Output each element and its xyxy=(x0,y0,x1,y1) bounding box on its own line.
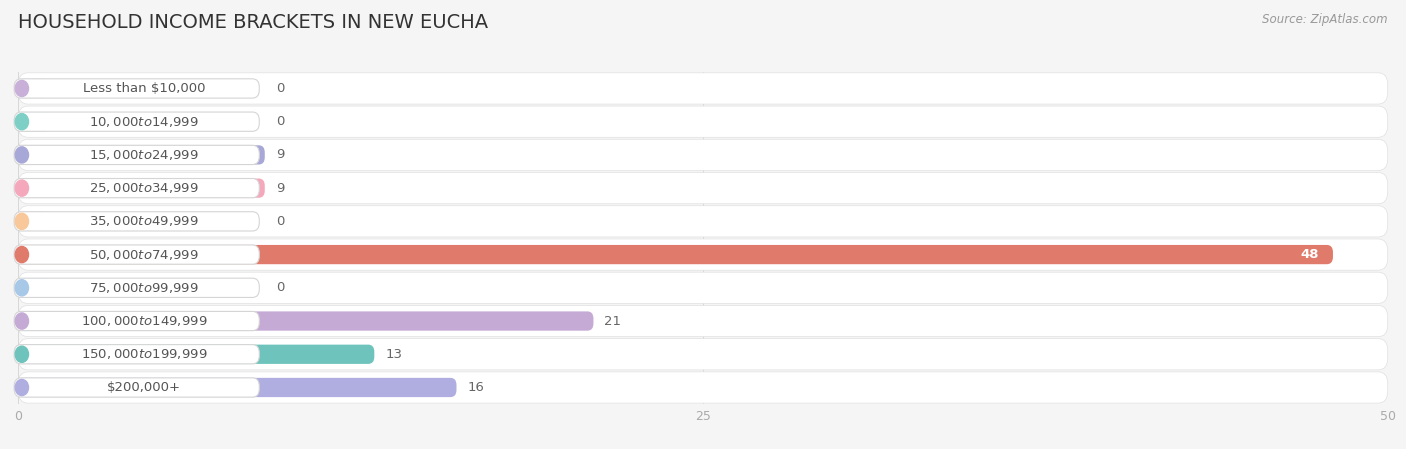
Text: Source: ZipAtlas.com: Source: ZipAtlas.com xyxy=(1263,13,1388,26)
Text: 21: 21 xyxy=(605,315,621,327)
FancyBboxPatch shape xyxy=(18,345,374,364)
FancyBboxPatch shape xyxy=(14,312,259,330)
FancyBboxPatch shape xyxy=(14,378,259,397)
Text: $75,000 to $99,999: $75,000 to $99,999 xyxy=(90,281,200,295)
Circle shape xyxy=(15,280,28,296)
FancyBboxPatch shape xyxy=(18,272,1388,304)
FancyBboxPatch shape xyxy=(18,139,1388,171)
FancyBboxPatch shape xyxy=(14,145,259,164)
Text: 0: 0 xyxy=(276,282,284,294)
Text: 0: 0 xyxy=(276,115,284,128)
Text: $100,000 to $149,999: $100,000 to $149,999 xyxy=(82,314,208,328)
FancyBboxPatch shape xyxy=(18,278,51,297)
Text: 9: 9 xyxy=(276,149,284,161)
Circle shape xyxy=(15,379,28,396)
Text: $35,000 to $49,999: $35,000 to $49,999 xyxy=(90,214,200,229)
Text: $25,000 to $34,999: $25,000 to $34,999 xyxy=(90,181,200,195)
Circle shape xyxy=(15,346,28,362)
FancyBboxPatch shape xyxy=(14,245,259,264)
FancyBboxPatch shape xyxy=(14,345,259,364)
FancyBboxPatch shape xyxy=(18,172,1388,204)
FancyBboxPatch shape xyxy=(18,79,51,98)
Text: $200,000+: $200,000+ xyxy=(107,381,181,394)
FancyBboxPatch shape xyxy=(18,245,1333,264)
Circle shape xyxy=(15,147,28,163)
Text: Less than $10,000: Less than $10,000 xyxy=(83,82,205,95)
FancyBboxPatch shape xyxy=(18,372,1388,403)
Text: $150,000 to $199,999: $150,000 to $199,999 xyxy=(82,347,208,361)
Circle shape xyxy=(15,114,28,130)
Circle shape xyxy=(15,247,28,263)
FancyBboxPatch shape xyxy=(18,206,1388,237)
FancyBboxPatch shape xyxy=(18,73,1388,104)
Circle shape xyxy=(15,213,28,229)
FancyBboxPatch shape xyxy=(18,179,264,198)
Text: $50,000 to $74,999: $50,000 to $74,999 xyxy=(90,247,200,262)
FancyBboxPatch shape xyxy=(14,79,259,98)
Text: $10,000 to $14,999: $10,000 to $14,999 xyxy=(90,114,200,129)
FancyBboxPatch shape xyxy=(18,145,264,164)
Text: 0: 0 xyxy=(276,215,284,228)
Text: 13: 13 xyxy=(385,348,402,361)
FancyBboxPatch shape xyxy=(14,212,259,231)
FancyBboxPatch shape xyxy=(18,378,457,397)
FancyBboxPatch shape xyxy=(18,312,593,330)
Text: 9: 9 xyxy=(276,182,284,194)
FancyBboxPatch shape xyxy=(14,278,259,297)
Text: HOUSEHOLD INCOME BRACKETS IN NEW EUCHA: HOUSEHOLD INCOME BRACKETS IN NEW EUCHA xyxy=(18,13,488,32)
FancyBboxPatch shape xyxy=(18,106,1388,137)
FancyBboxPatch shape xyxy=(14,179,259,198)
FancyBboxPatch shape xyxy=(14,112,259,131)
FancyBboxPatch shape xyxy=(18,239,1388,270)
Circle shape xyxy=(15,80,28,97)
FancyBboxPatch shape xyxy=(18,112,51,131)
Text: 0: 0 xyxy=(276,82,284,95)
FancyBboxPatch shape xyxy=(18,305,1388,337)
Text: 16: 16 xyxy=(467,381,484,394)
Text: $15,000 to $24,999: $15,000 to $24,999 xyxy=(90,148,200,162)
FancyBboxPatch shape xyxy=(18,212,51,231)
FancyBboxPatch shape xyxy=(18,339,1388,370)
Text: 48: 48 xyxy=(1301,248,1319,261)
Circle shape xyxy=(15,313,28,329)
Circle shape xyxy=(15,180,28,196)
